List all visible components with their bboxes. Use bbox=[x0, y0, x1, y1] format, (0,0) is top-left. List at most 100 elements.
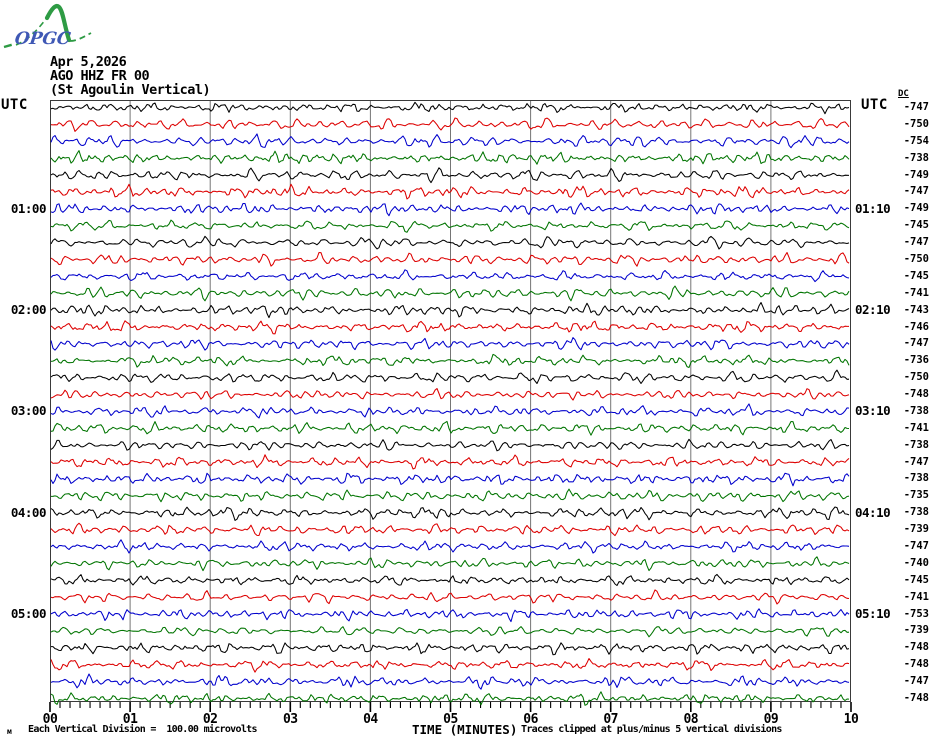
x-axis-title: TIME (MINUTES) bbox=[412, 722, 518, 737]
header-station-code: AGO HHZ FR 00 bbox=[50, 68, 150, 84]
seismogram-trace-row-0000 bbox=[50, 101, 850, 115]
seismogram-trace-row-0240 bbox=[50, 369, 850, 385]
dc-offset-value: -748 bbox=[903, 658, 929, 671]
dc-offset-value: -750 bbox=[903, 117, 929, 130]
x-tick-label: 04 bbox=[363, 712, 378, 727]
dc-offset-value: -739 bbox=[903, 624, 929, 637]
utc-hour-label-right: 04:10 bbox=[855, 504, 891, 520]
seismogram-trace-row-0330 bbox=[50, 454, 850, 470]
seismogram-trace-row-0210 bbox=[50, 320, 849, 335]
seismogram-trace-row-0040 bbox=[50, 167, 850, 184]
dc-offset-value: -754 bbox=[903, 134, 929, 147]
logo-text: OPGC bbox=[13, 29, 72, 49]
utc-title-right: UTC bbox=[861, 97, 888, 113]
seismogram-trace-row-0110 bbox=[50, 219, 850, 233]
dc-offset-value: -747 bbox=[903, 101, 929, 113]
seismogram-trace-row-0400 bbox=[50, 506, 850, 521]
dc-offset-value: -748 bbox=[903, 692, 929, 704]
dc-offset-value: -741 bbox=[903, 421, 929, 434]
utc-hour-label-right: 01:10 bbox=[855, 200, 891, 216]
x-tick-label: 08 bbox=[683, 712, 699, 727]
seismogram-trace-row-0440 bbox=[50, 573, 850, 587]
dc-offset-value: -745 bbox=[903, 269, 929, 282]
dc-offset-value: -738 bbox=[903, 472, 929, 485]
seismogram-trace-row-0120 bbox=[50, 235, 850, 250]
x-tick-label: 01 bbox=[122, 712, 138, 727]
dc-offset-value: -738 bbox=[903, 151, 929, 164]
seismogram-trace-row-0340 bbox=[50, 472, 850, 487]
seismogram-trace-row-0020 bbox=[50, 133, 850, 149]
dc-offset-value: -735 bbox=[903, 489, 929, 502]
x-tick-label: 02 bbox=[202, 712, 218, 727]
dc-offset-value: -738 bbox=[903, 506, 929, 519]
seismogram-trace-row-0540 bbox=[50, 673, 850, 690]
utc-hour-label-left: 01:00 bbox=[10, 200, 47, 216]
dc-offset-value: -750 bbox=[903, 371, 929, 384]
seismogram-trace-row-0310 bbox=[50, 420, 850, 436]
seismogram-trace-row-0320 bbox=[50, 438, 850, 452]
logo-mountain-dash-right bbox=[69, 32, 92, 42]
utc-hour-label-left: 02:00 bbox=[10, 302, 47, 318]
seismogram-trace-row-0300 bbox=[50, 403, 850, 419]
x-tick-label: 10 bbox=[843, 712, 859, 727]
dc-offset-value: -748 bbox=[903, 388, 929, 401]
dc-offset-value: -747 bbox=[903, 675, 929, 688]
dc-offset-value: -747 bbox=[903, 185, 929, 198]
dc-column-header: DC bbox=[898, 89, 909, 99]
x-tick-label: 03 bbox=[282, 712, 298, 727]
dc-offset-value: -741 bbox=[903, 590, 929, 603]
seismogram-trace-row-0550 bbox=[50, 691, 850, 706]
utc-hour-label-right: 02:10 bbox=[855, 302, 891, 318]
logo-mountain-peak bbox=[44, 3, 72, 43]
seismogram-trace-row-0410 bbox=[50, 522, 850, 537]
utc-hour-label-left: 05:00 bbox=[10, 606, 47, 622]
seismogram-trace-row-0130 bbox=[50, 251, 850, 267]
seismogram-trace-row-0030 bbox=[50, 150, 850, 165]
header-station-name: (St Agoulin Vertical) bbox=[50, 82, 211, 98]
dc-offset-value: -750 bbox=[903, 252, 929, 265]
logo-mountain-dash-left bbox=[3, 41, 19, 49]
seismogram-trace-row-0420 bbox=[50, 539, 850, 554]
seismogram-trace-row-0140 bbox=[50, 269, 850, 283]
opgc-logo: OPGC bbox=[3, 3, 92, 49]
dc-offset-value: -747 bbox=[903, 540, 929, 553]
seismogram-trace-row-0250 bbox=[50, 387, 850, 401]
seismogram-trace-row-0010 bbox=[50, 117, 850, 132]
dc-offset-value: -749 bbox=[903, 202, 929, 215]
x-tick-label: 06 bbox=[523, 712, 538, 727]
dc-offset-value: -748 bbox=[903, 641, 929, 654]
utc-title-left: UTC bbox=[1, 97, 28, 113]
dc-offset-value: -738 bbox=[903, 404, 929, 417]
header-date: Apr 5,2026 bbox=[50, 54, 127, 70]
seismogram-trace-row-0450 bbox=[50, 589, 850, 605]
dc-offset-value: -740 bbox=[903, 556, 929, 569]
seismogram-trace-row-0430 bbox=[50, 556, 850, 572]
dc-offset-value: -746 bbox=[903, 320, 929, 333]
footer-clip-note: Traces clipped at plus/minus 5 vertical … bbox=[521, 724, 782, 735]
dc-offset-value: -745 bbox=[903, 573, 929, 586]
seismogram-trace-row-0150 bbox=[50, 285, 850, 302]
utc-hour-label-right: 03:10 bbox=[855, 403, 891, 419]
seismogram-trace-row-0520 bbox=[51, 642, 850, 656]
x-tick-label: 00 bbox=[42, 712, 58, 727]
dc-offset-value: -738 bbox=[903, 438, 929, 451]
seismogram-trace-row-0500 bbox=[50, 608, 850, 623]
dc-offset-value: -749 bbox=[903, 168, 929, 181]
dc-offset-value: -747 bbox=[903, 236, 929, 249]
utc-hour-label-left: 03:00 bbox=[10, 403, 47, 419]
dc-offset-value: -739 bbox=[903, 523, 929, 536]
seismogram-trace-row-0050 bbox=[50, 183, 850, 200]
dc-offset-value: -747 bbox=[903, 455, 929, 468]
utc-hour-label-right: 05:10 bbox=[855, 606, 891, 622]
footer-scale-note: Each Vertical Division = 100.00 microvol… bbox=[28, 724, 257, 735]
seismogram-trace-row-0100 bbox=[50, 202, 850, 217]
x-tick-label: 05 bbox=[443, 712, 458, 727]
x-tick-label: 09 bbox=[763, 712, 779, 727]
seismogram-trace-row-0510 bbox=[50, 626, 850, 638]
dc-offset-value: -741 bbox=[903, 286, 929, 299]
seismogram-trace-row-0230 bbox=[50, 353, 850, 369]
seismogram-trace-row-0200 bbox=[50, 301, 850, 319]
seismogram-trace-row-0350 bbox=[50, 488, 850, 503]
